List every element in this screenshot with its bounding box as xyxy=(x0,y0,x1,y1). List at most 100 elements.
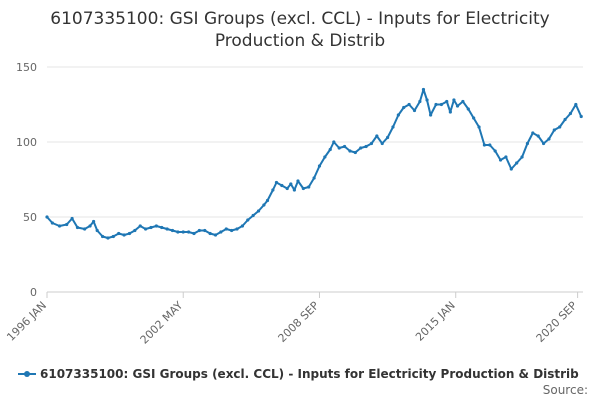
data-point xyxy=(65,222,69,227)
data-point xyxy=(445,99,449,104)
data-point xyxy=(547,137,551,141)
data-point xyxy=(143,227,148,231)
data-point xyxy=(317,164,322,168)
data-point xyxy=(323,155,327,159)
data-point xyxy=(455,104,460,108)
data-point xyxy=(165,227,169,231)
data-point xyxy=(536,134,540,138)
data-point xyxy=(138,224,142,228)
data-point xyxy=(192,231,196,236)
x-tick-label: 2002 MAY xyxy=(138,299,186,347)
data-point xyxy=(563,117,567,122)
data-point xyxy=(359,146,363,150)
data-point xyxy=(208,231,212,236)
data-point xyxy=(402,105,406,110)
y-tick-label: 100 xyxy=(16,136,37,149)
data-point xyxy=(391,125,395,129)
data-point xyxy=(127,231,132,236)
data-point xyxy=(262,203,266,207)
data-point xyxy=(133,228,137,233)
data-point xyxy=(525,141,530,146)
y-axis: 0 50 100 150 xyxy=(16,61,37,299)
data-point xyxy=(342,144,347,149)
data-point xyxy=(504,155,508,159)
data-point xyxy=(579,114,583,119)
data-point xyxy=(57,224,62,228)
data-point xyxy=(301,186,305,191)
data-point xyxy=(353,150,357,155)
data-point xyxy=(75,225,80,230)
data-point xyxy=(292,188,296,192)
data-point xyxy=(285,186,289,191)
data-point xyxy=(488,143,492,147)
data-point xyxy=(230,228,234,233)
data-point xyxy=(328,147,332,152)
data-point xyxy=(396,113,400,117)
data-point xyxy=(88,224,92,228)
chart-title-line-2: Production & Distrib xyxy=(215,31,385,51)
data-point xyxy=(246,218,250,222)
data-point xyxy=(271,188,275,192)
data-point xyxy=(412,108,417,113)
data-point xyxy=(95,228,99,233)
source-label: Source: xyxy=(543,383,588,397)
data-point xyxy=(493,149,497,153)
data-point xyxy=(434,102,438,107)
data-point xyxy=(117,231,121,236)
data-point xyxy=(289,182,293,186)
data-point xyxy=(498,158,503,162)
data-point xyxy=(235,227,239,231)
x-tick-label: 2008 SEP xyxy=(276,299,322,345)
data-point xyxy=(337,146,341,150)
data-point xyxy=(452,98,456,102)
data-point xyxy=(219,230,223,234)
data-point xyxy=(448,110,452,114)
data-point xyxy=(332,140,336,144)
data-point xyxy=(307,185,311,189)
data-point xyxy=(477,125,481,129)
data-point xyxy=(187,230,191,234)
legend[interactable]: 6107335100: GSI Groups (excl. CCL) - Inp… xyxy=(18,367,579,381)
data-point xyxy=(380,141,384,146)
data-point xyxy=(149,225,153,230)
data-point xyxy=(369,141,374,146)
data-point xyxy=(100,234,105,239)
data-point xyxy=(70,216,74,221)
data-point xyxy=(425,98,429,102)
series-line xyxy=(46,88,583,239)
x-tick-label: 2020 SEP xyxy=(534,299,580,345)
data-point xyxy=(92,219,96,224)
data-point xyxy=(568,111,573,116)
data-point xyxy=(45,215,49,219)
data-point xyxy=(421,87,426,92)
data-point xyxy=(515,161,519,165)
data-point xyxy=(520,155,524,159)
data-point xyxy=(348,149,352,153)
y-tick-label: 150 xyxy=(16,61,37,74)
data-point xyxy=(418,99,422,104)
data-point xyxy=(472,116,476,120)
x-tick-label: 1996 JAN xyxy=(4,299,49,344)
x-tick-label: 2015 JAN xyxy=(413,299,458,344)
data-point xyxy=(439,102,443,107)
data-point xyxy=(407,102,411,107)
y-tick-label: 50 xyxy=(23,211,37,224)
data-point xyxy=(482,143,487,147)
grid-lines xyxy=(47,66,583,293)
data-point xyxy=(122,233,126,237)
data-point xyxy=(466,107,470,111)
data-point xyxy=(224,227,228,231)
data-point xyxy=(461,99,465,104)
data-point xyxy=(154,224,158,228)
data-point xyxy=(509,167,513,171)
data-point xyxy=(574,102,578,107)
data-point xyxy=(296,179,300,183)
data-point xyxy=(50,221,54,225)
data-point xyxy=(541,141,546,146)
y-tick-label: 0 xyxy=(30,286,37,299)
data-point xyxy=(251,213,255,218)
data-point xyxy=(364,144,368,149)
data-point xyxy=(106,236,110,240)
data-point xyxy=(240,224,244,228)
